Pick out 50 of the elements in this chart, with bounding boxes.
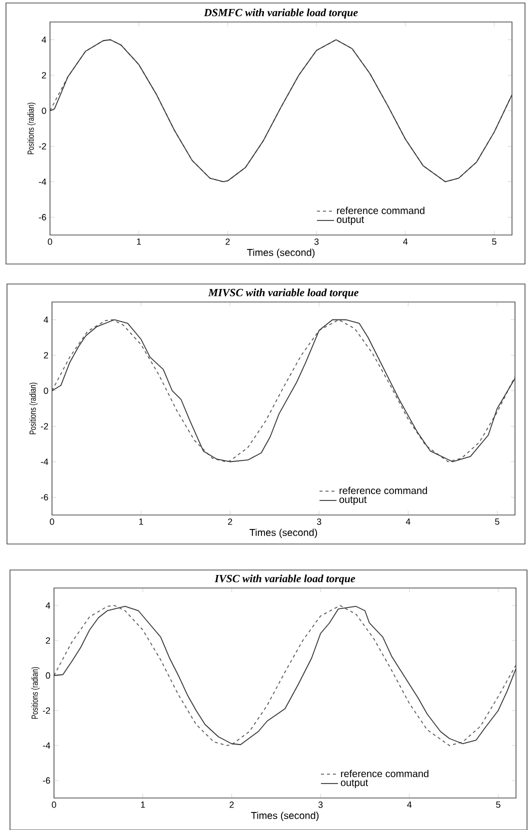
y-tick-label: 0 (44, 388, 48, 394)
x-axis-title: Times (second) (247, 248, 315, 258)
x-axis-title: Times (second) (250, 528, 318, 538)
y-tick-label: -4 (38, 178, 46, 185)
x-tick-label: 5 (496, 802, 500, 808)
legend-label: output (339, 496, 367, 505)
y-tick-label: -6 (42, 777, 50, 784)
x-tick-label: 3 (314, 238, 319, 245)
x-tick-label: 2 (226, 238, 230, 245)
y-tick-label: 2 (46, 637, 50, 644)
y-tick-label: -2 (42, 707, 50, 714)
legend-label: reference command (341, 770, 428, 778)
x-tick-label: 2 (228, 518, 232, 525)
y-tick-label: 2 (42, 72, 46, 78)
y-tick-label: 4 (42, 36, 46, 43)
y-tick-label: -6 (38, 214, 46, 220)
x-tick-label: 0 (50, 518, 54, 525)
x-tick-label: 1 (137, 238, 141, 245)
x-tick-label: 1 (139, 518, 144, 525)
y-tick-label: 2 (44, 352, 48, 358)
y-axis-title: Positions (radian) (29, 382, 38, 434)
x-tick-label: 0 (52, 802, 56, 808)
y-tick-label: -2 (38, 143, 46, 150)
y-tick-label: 0 (46, 672, 50, 679)
x-tick-label: 2 (230, 802, 234, 808)
y-axis-title: Positions (radian) (31, 667, 40, 719)
y-tick-label: 0 (42, 108, 46, 114)
chart-title: MIVSC with variable load torque (208, 288, 358, 298)
x-tick-label: 4 (403, 238, 408, 245)
legend-label: output (340, 780, 368, 788)
y-tick-label: -4 (40, 458, 48, 465)
legend-label: reference command (340, 486, 427, 494)
y-tick-label: -6 (40, 494, 48, 500)
x-tick-label: 1 (141, 802, 145, 808)
legend-label: output (336, 216, 364, 225)
y-tick-label: -4 (42, 742, 50, 749)
x-tick-label: 3 (318, 802, 323, 808)
x-tick-label: 3 (316, 518, 322, 525)
y-tick-label: -2 (40, 423, 48, 430)
chart-title: DSMFC with variable load torque (204, 8, 358, 18)
chart-title: IVSC with variable load torque (214, 574, 356, 584)
y-axis-title: Positions (radian) (27, 102, 36, 154)
x-tick-label: 5 (495, 518, 500, 525)
y-tick-label: 4 (44, 316, 48, 323)
y-tick-label: 4 (46, 602, 50, 609)
x-tick-label: 4 (406, 518, 410, 525)
legend-label: reference command (337, 206, 424, 214)
x-tick-label: 5 (492, 238, 496, 245)
x-axis-title: Times (second) (251, 812, 319, 821)
x-tick-label: 4 (407, 802, 412, 808)
